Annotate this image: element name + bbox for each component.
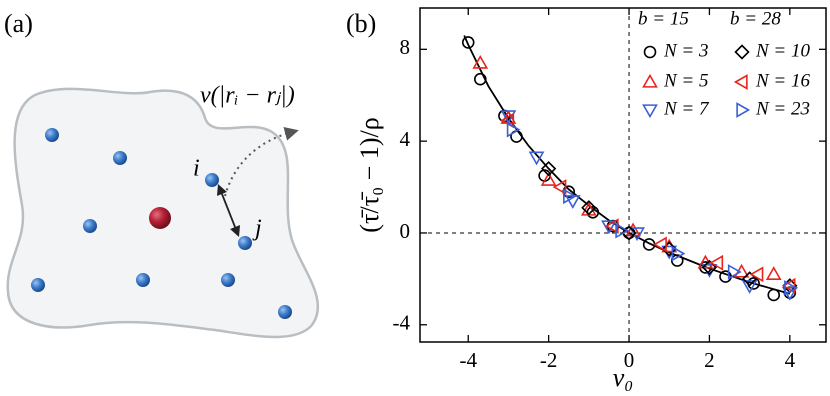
marker (563, 188, 577, 205)
pair-arrow (216, 183, 241, 238)
y-axis-label: (τ̄/τ̄₀ − 1)/ρ (355, 117, 384, 232)
legend-marker (642, 73, 658, 88)
marker (615, 222, 630, 239)
fit-curve (463, 35, 791, 295)
marker (671, 245, 686, 262)
marker (765, 266, 782, 280)
marker (506, 121, 521, 138)
legend-marker (643, 45, 657, 59)
marker (653, 236, 667, 253)
plot-frame (419, 7, 827, 343)
x-axis-label: v₀ (613, 363, 634, 392)
marker (741, 280, 758, 294)
marker (661, 241, 677, 257)
marker (552, 179, 567, 195)
legend-marker (733, 74, 748, 90)
marker (709, 254, 724, 271)
marker (473, 72, 487, 86)
legend-group-title: b = 28 (730, 8, 781, 29)
potential-label: v(|rᵢ − rⱼ|) (200, 83, 295, 109)
legend-group-title: b = 15 (638, 8, 689, 29)
panel-label: (a) (4, 9, 33, 38)
legend-label: N = 3 (663, 40, 709, 61)
marker (581, 200, 597, 216)
marker (528, 151, 545, 166)
legend-marker (642, 104, 658, 119)
panel-a: (a) i j v(|rᵢ − rⱼ|) (4, 9, 320, 339)
marker (621, 225, 637, 241)
particles (31, 128, 292, 319)
marker (500, 110, 517, 125)
legend-label: N = 16 (755, 70, 810, 91)
x-tick-label: 0 (624, 348, 635, 372)
legend-label: N = 10 (755, 40, 810, 61)
y-tick-label: 4 (400, 127, 411, 151)
marker (461, 36, 475, 49)
node-label: i (193, 156, 200, 182)
marker (749, 266, 764, 283)
x-tick-label: 2 (704, 348, 715, 372)
node-label: j (252, 216, 262, 242)
marker (564, 195, 581, 209)
y-tick-label: 0 (400, 219, 411, 243)
y-tick-label: -4 (393, 311, 411, 335)
y-tick-label: 8 (400, 35, 411, 59)
marker (784, 280, 798, 296)
marker (540, 172, 557, 186)
legend-marker (736, 102, 751, 118)
x-tick-label: -4 (459, 348, 477, 372)
marker (541, 161, 557, 177)
panel-b: (b) -4 -2 0 2 4 -4 0 4 8 v₀ (τ̄/τ̄₀ − 1)/ρ b = 15 b =… (346, 7, 827, 392)
marker (472, 54, 489, 69)
marker (727, 264, 742, 280)
legend-label: N = 5 (663, 70, 709, 91)
marker (604, 218, 619, 234)
panel-label: (b) (346, 9, 376, 38)
x-tick-label: 4 (785, 348, 796, 372)
marker (767, 288, 781, 302)
marker (781, 277, 796, 294)
x-tick-label: -2 (540, 348, 558, 372)
legend-marker (734, 44, 750, 60)
legend-label: N = 7 (663, 98, 710, 119)
legend-label: N = 23 (755, 98, 810, 119)
marker (601, 220, 617, 235)
